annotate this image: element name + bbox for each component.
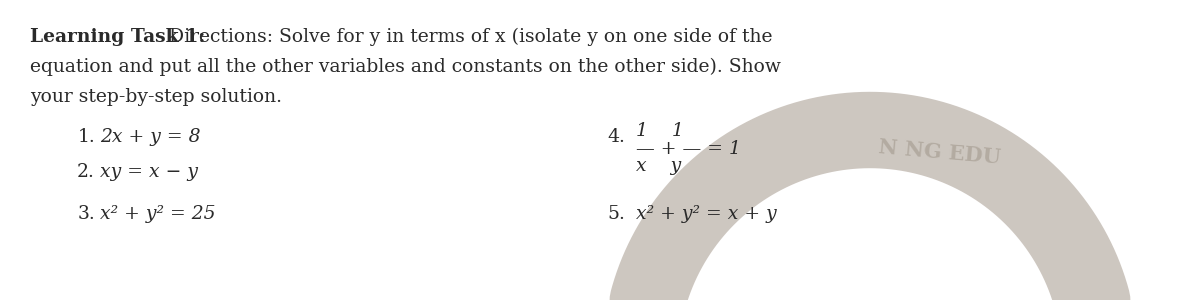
- Text: 3.: 3.: [77, 205, 95, 223]
- Text: x² + y² = x + y: x² + y² = x + y: [636, 205, 776, 223]
- Text: N NG EDU: N NG EDU: [878, 137, 1002, 167]
- Text: 5.: 5.: [607, 205, 625, 223]
- Text: x² + y² = 25: x² + y² = 25: [100, 205, 216, 223]
- Text: 2x + y = 8: 2x + y = 8: [100, 128, 200, 146]
- Text: 1    1: 1 1: [636, 122, 684, 140]
- Text: Directions: Solve for y in terms of x (isolate y on one side of the: Directions: Solve for y in terms of x (i…: [163, 28, 773, 46]
- Text: 1.: 1.: [77, 128, 95, 146]
- Text: 4.: 4.: [607, 128, 625, 146]
- Text: x    y: x y: [636, 157, 682, 175]
- Text: your step-by-step solution.: your step-by-step solution.: [30, 88, 282, 106]
- Text: xy = x − y: xy = x − y: [100, 163, 198, 181]
- Text: 2.: 2.: [77, 163, 95, 181]
- Text: equation and put all the other variables and constants on the other side). Show: equation and put all the other variables…: [30, 58, 781, 76]
- Text: Learning Task 1:: Learning Task 1:: [30, 28, 205, 46]
- Text: — + — = 1: — + — = 1: [636, 140, 740, 158]
